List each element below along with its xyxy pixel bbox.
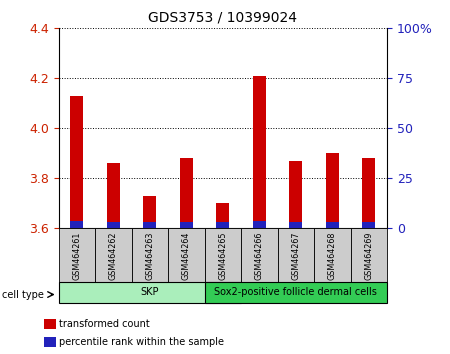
- Bar: [58, 282, 241, 303]
- Bar: [362, 158, 375, 228]
- Bar: [216, 222, 229, 228]
- Text: GSM464261: GSM464261: [72, 232, 81, 280]
- Bar: [131, 228, 168, 283]
- Text: SKP: SKP: [140, 287, 159, 297]
- Bar: [326, 153, 339, 228]
- Bar: [204, 228, 241, 283]
- Bar: [44, 337, 56, 347]
- Bar: [362, 222, 375, 228]
- Bar: [314, 228, 351, 283]
- Bar: [168, 228, 204, 283]
- Bar: [278, 228, 314, 283]
- Bar: [144, 196, 156, 228]
- Text: Sox2-positive follicle dermal cells: Sox2-positive follicle dermal cells: [214, 287, 377, 297]
- Bar: [70, 96, 83, 228]
- Bar: [107, 163, 120, 228]
- Text: GSM464265: GSM464265: [218, 232, 227, 280]
- Text: percentile rank within the sample: percentile rank within the sample: [59, 337, 224, 347]
- Bar: [216, 203, 229, 228]
- Bar: [326, 222, 339, 228]
- Bar: [107, 222, 120, 228]
- Bar: [289, 161, 302, 228]
- Bar: [180, 222, 193, 228]
- Text: GSM464264: GSM464264: [182, 232, 191, 280]
- Bar: [241, 228, 278, 283]
- Text: GSM464268: GSM464268: [328, 232, 337, 280]
- Bar: [289, 222, 302, 228]
- Bar: [253, 76, 266, 228]
- Bar: [253, 221, 266, 228]
- Text: transformed count: transformed count: [59, 319, 150, 329]
- Text: GSM464267: GSM464267: [291, 232, 300, 280]
- Bar: [44, 319, 56, 329]
- Text: GSM464263: GSM464263: [145, 232, 154, 280]
- Bar: [70, 221, 83, 228]
- Text: GSM464262: GSM464262: [109, 232, 118, 280]
- Title: GDS3753 / 10399024: GDS3753 / 10399024: [148, 10, 297, 24]
- Bar: [144, 222, 156, 228]
- Bar: [180, 158, 193, 228]
- Text: GSM464269: GSM464269: [364, 232, 373, 280]
- Bar: [204, 282, 387, 303]
- Bar: [95, 228, 131, 283]
- Text: cell type: cell type: [2, 290, 44, 299]
- Bar: [58, 228, 95, 283]
- Bar: [351, 228, 387, 283]
- Text: GSM464266: GSM464266: [255, 232, 264, 280]
